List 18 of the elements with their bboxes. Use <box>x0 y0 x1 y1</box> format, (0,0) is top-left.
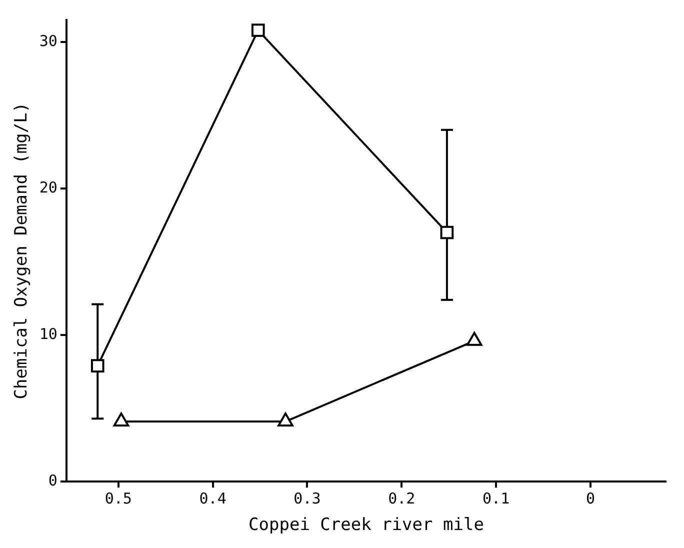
x-tick-label: 0.1 <box>482 489 510 508</box>
point <box>278 412 294 427</box>
x-tick-label: 0.3 <box>294 489 321 508</box>
y-tick-label: 30 <box>39 32 58 50</box>
x-tick-label: 0 <box>586 489 595 508</box>
point <box>251 24 265 37</box>
x-axis-title: Coppei Creek river mile <box>248 515 484 536</box>
point <box>466 332 482 346</box>
x-tick-label: 0.4 <box>199 489 226 508</box>
point <box>90 359 104 372</box>
x-tick-label: 0.5 <box>104 489 132 508</box>
point <box>440 226 454 240</box>
y-tick-label: 0 <box>48 471 58 490</box>
y-axis-title: Chemical Oxygen Demand (mg/L) <box>12 102 32 400</box>
y-tick-label: 20 <box>39 178 58 196</box>
y-tick-label: 10 <box>39 324 58 343</box>
x-tick-label: 0.2 <box>388 489 416 508</box>
point <box>113 412 130 427</box>
